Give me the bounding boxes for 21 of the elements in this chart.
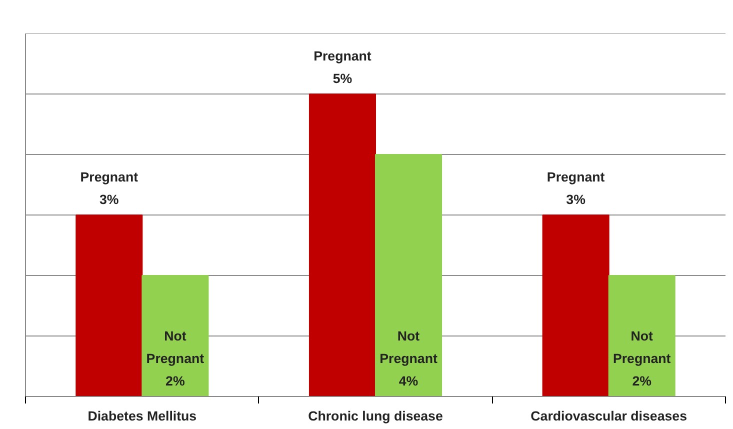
text: Pregnant [314,48,372,64]
data-label: 2% [166,374,185,388]
bar [375,154,442,396]
text: Not Pregnant [146,328,204,366]
x-tick-label: Diabetes Mellitus [88,408,197,424]
x-tick-label: Cardiovascular diseases [530,408,687,424]
series-label: Not Pregnant [612,328,672,366]
data-label: 3% [100,192,119,207]
bar [76,214,143,396]
data-label: 3% [566,192,586,207]
x-tick-label: Chronic lung disease [308,408,443,424]
bar [608,275,676,396]
bar [308,94,376,396]
bar [542,214,610,396]
data-label: 2% [632,374,652,388]
data-label: 4% [398,374,418,388]
text: Pregnant [546,170,605,184]
data-label: 5% [332,71,352,86]
text: Pregnant [80,170,139,184]
text: Not Pregnant [380,328,438,366]
bar [142,275,209,396]
